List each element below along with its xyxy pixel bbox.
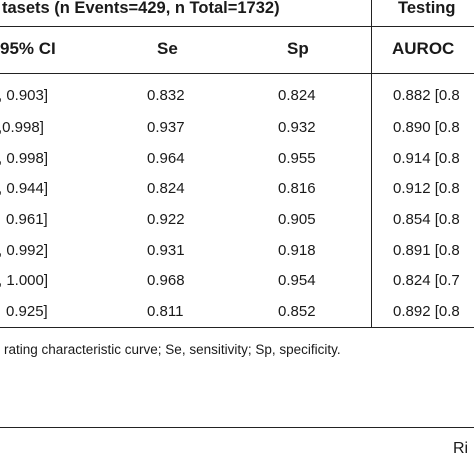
cell-se: 0.824 — [147, 180, 185, 197]
column-header-divider-line — [0, 73, 474, 74]
cell-ci: 0.925] — [6, 303, 48, 320]
cell-auroc: 0.914 [0.8 — [393, 150, 460, 167]
cell-auroc: 0.882 [0.8 — [393, 87, 460, 104]
cell-auroc: 0.892 [0.8 — [393, 303, 460, 320]
column-header-se: Se — [157, 39, 178, 58]
table-footnote: rating characteristic curve; Se, sensiti… — [4, 342, 341, 357]
cell-auroc: 0.854 [0.8 — [393, 211, 460, 228]
table-bottom-line — [0, 327, 474, 328]
cell-ci: ,0.998] — [0, 119, 44, 136]
cell-ci: , 0.903] — [0, 87, 49, 104]
header-divider-line — [0, 26, 474, 27]
cell-se: 0.922 — [147, 211, 185, 228]
cell-sp: 0.852 — [278, 303, 316, 320]
cell-auroc: 0.912 [0.8 — [393, 180, 460, 197]
page-divider-line — [0, 427, 474, 428]
cell-se: 0.937 — [147, 119, 185, 136]
cell-sp: 0.816 — [278, 180, 316, 197]
training-group-header: tasets (n Events=429, n Total=1732) — [2, 0, 280, 17]
cell-se: 0.811 — [147, 303, 184, 320]
cell-auroc: 0.824 [0.7 — [393, 272, 460, 289]
cell-se: 0.968 — [147, 272, 185, 289]
cell-sp: 0.824 — [278, 87, 316, 104]
cell-sp: 0.905 — [278, 211, 316, 228]
cell-ci: , 1.000] — [0, 272, 49, 289]
testing-group-header: Testing — [398, 0, 456, 17]
cell-auroc: 0.890 [0.8 — [393, 119, 460, 136]
cell-ci: , 0.992] — [0, 242, 49, 259]
column-header-auroc: AUROC — [392, 39, 455, 58]
group-separator-line — [371, 0, 372, 327]
column-header-ci: 95% CI — [0, 39, 56, 58]
column-header-sp: Sp — [287, 39, 309, 58]
cell-sp: 0.955 — [278, 150, 316, 167]
cell-sp: 0.932 — [278, 119, 316, 136]
cell-ci: 0.961] — [6, 211, 48, 228]
cell-se: 0.832 — [147, 87, 185, 104]
cell-auroc: 0.891 [0.8 — [393, 242, 460, 259]
page-text-fragment: Ri — [453, 440, 469, 457]
cell-ci: , 0.998] — [0, 150, 49, 167]
cell-sp: 0.918 — [278, 242, 316, 259]
cell-ci: , 0.944] — [0, 180, 49, 197]
cell-se: 0.931 — [147, 242, 185, 259]
cell-sp: 0.954 — [278, 272, 316, 289]
cell-se: 0.964 — [147, 150, 185, 167]
